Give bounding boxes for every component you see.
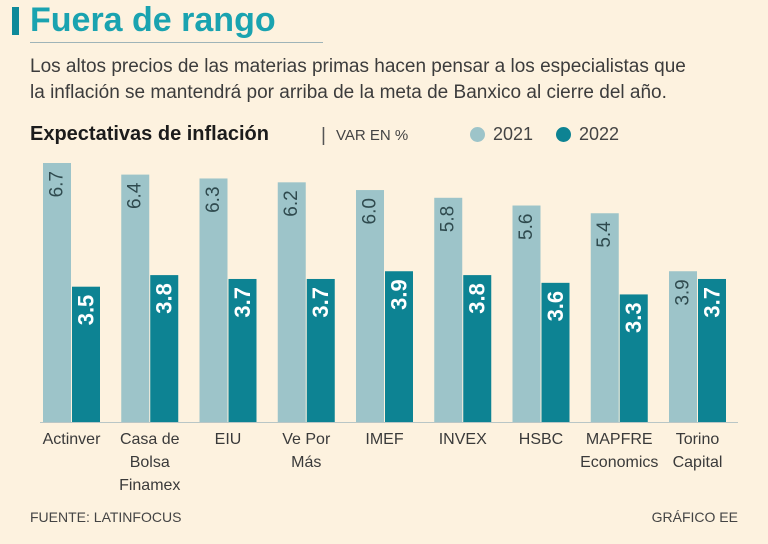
value-label-2022-5: 3.8 (465, 283, 490, 314)
legend-item-2021: 2021 (470, 124, 533, 145)
value-label-2021-7: 5.4 (594, 221, 615, 248)
value-label-2021-3: 6.2 (281, 190, 302, 216)
bar-2022-0 (72, 286, 100, 422)
legend-swatch-2021 (470, 127, 485, 142)
bar-2021-0 (43, 163, 71, 422)
category-label-4-0: IMEF (365, 431, 403, 448)
bar-2021-5 (434, 197, 463, 422)
graphic-credit: GRÁFICO EE (651, 509, 738, 525)
value-label-2021-5: 5.8 (438, 206, 459, 232)
value-label-2021-1: 6.4 (125, 182, 146, 209)
legend-swatch-2022 (556, 127, 571, 142)
bar-2022-7 (619, 294, 648, 422)
value-label-2022-1: 3.8 (152, 283, 177, 314)
value-label-2022-4: 3.9 (387, 279, 412, 310)
category-label-6-0: HSBC (519, 431, 563, 448)
category-label-1-1: Bolsa (130, 454, 170, 471)
bar-2021-2 (199, 178, 228, 422)
value-label-2021-6: 5.6 (516, 214, 537, 240)
bar-2021-1 (121, 174, 150, 422)
category-label-8-1: Capital (673, 454, 723, 471)
value-label-2021-4: 6.0 (360, 198, 381, 224)
bar-2022-5 (463, 275, 492, 422)
header-accent-bar (12, 7, 19, 35)
chart-title: Expectativas de inflación (30, 123, 269, 145)
category-label-1-2: Finamex (119, 477, 180, 494)
subtitle: Los altos precios de las materias primas… (30, 54, 750, 106)
value-label-2022-8: 3.7 (700, 287, 725, 318)
value-label-2022-7: 3.3 (621, 302, 646, 333)
category-label-0-0: Actinver (43, 431, 101, 448)
value-label-2021-2: 6.3 (203, 186, 224, 212)
bar-2021-7 (590, 213, 619, 422)
legend-label-2021: 2021 (493, 124, 534, 144)
category-label-7-0: MAPFRE (586, 431, 653, 448)
bar-2022-1 (150, 275, 179, 422)
legend-label-2022: 2022 (579, 124, 620, 144)
subtitle-line-1: Los altos precios de las materias primas… (30, 56, 686, 77)
bar-2021-8 (669, 271, 697, 422)
bar-2021-3 (277, 182, 306, 422)
value-label-2021-8: 3.9 (673, 279, 694, 305)
legend-item-2022: 2022 (556, 124, 619, 145)
category-label-3-1: Más (291, 454, 321, 471)
chart-title-separator: | (321, 125, 326, 146)
category-label-3-0: Ve Por (282, 431, 331, 448)
category-label-2-0: EIU (215, 431, 242, 448)
bar-2022-2 (228, 278, 257, 422)
bar-2021-6 (512, 205, 541, 422)
chart-unit: VAR EN % (336, 127, 409, 144)
bar-2022-3 (306, 278, 335, 422)
page-title: Fuera de rango (30, 1, 276, 39)
category-label-7-1: Economics (580, 454, 658, 471)
subtitle-line-2: la inflación se mantendrá por arriba de … (30, 82, 667, 103)
category-label-8-0: Torino (676, 431, 720, 448)
bar-2021-4 (356, 190, 384, 422)
category-label-1-0: Casa de (120, 431, 180, 448)
value-label-2022-3: 3.7 (308, 287, 333, 318)
bar-2022-6 (541, 282, 570, 422)
value-label-2022-2: 3.7 (230, 287, 255, 318)
bar-2022-4 (385, 271, 413, 422)
title-divider (30, 42, 323, 43)
bar-2022-8 (698, 278, 726, 422)
value-label-2022-6: 3.6 (543, 291, 568, 322)
source-note: FUENTE: LATINFOCUS (30, 509, 182, 525)
value-label-2021-0: 6.7 (47, 171, 68, 197)
category-label-5-0: INVEX (439, 431, 487, 448)
value-label-2022-0: 3.5 (74, 295, 99, 326)
